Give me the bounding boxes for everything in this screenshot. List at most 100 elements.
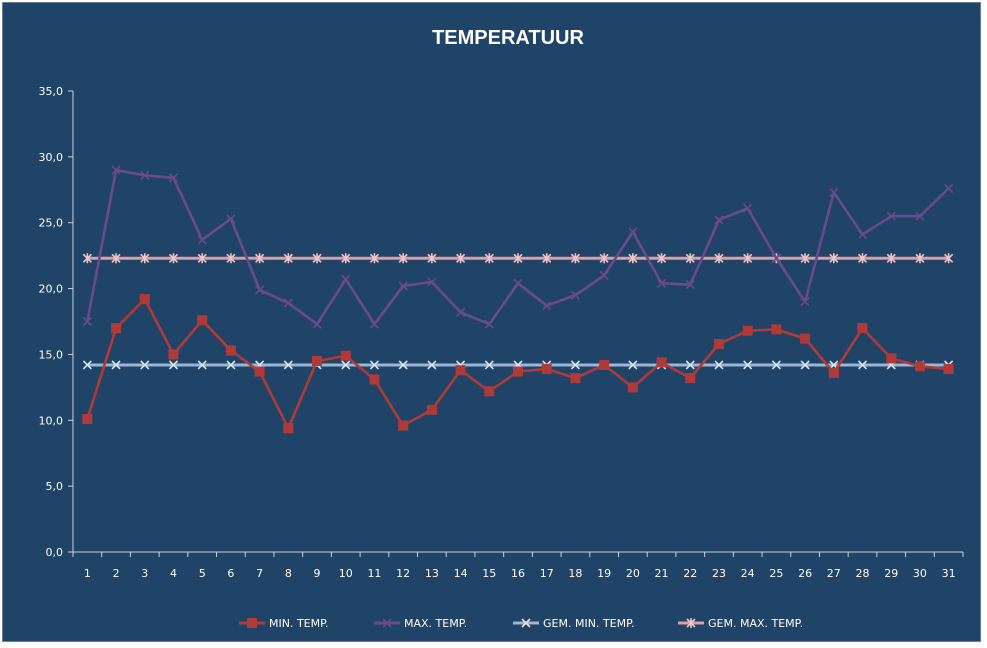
data-point <box>915 253 925 264</box>
data-point <box>140 360 150 370</box>
data-point <box>427 253 437 264</box>
series-gem-max-temp <box>82 253 954 264</box>
data-point <box>197 360 207 370</box>
x-tick-label: 26 <box>798 567 812 580</box>
legend-item: GEM. MAX. TEMP. <box>678 617 803 630</box>
x-tick-label: 22 <box>683 567 697 580</box>
x-tick-label: 28 <box>856 567 870 580</box>
data-point <box>656 253 667 264</box>
data-point <box>369 374 380 385</box>
x-tick-label: 16 <box>511 567 525 580</box>
data-point <box>340 350 351 361</box>
x-tick-label: 3 <box>141 567 148 580</box>
legend-label: GEM. MAX. TEMP. <box>708 617 803 630</box>
data-point <box>943 363 954 374</box>
data-point <box>570 373 581 384</box>
data-point <box>312 253 322 264</box>
data-point <box>886 211 896 221</box>
data-point <box>857 323 868 334</box>
data-point <box>628 227 638 237</box>
x-tick-label: 8 <box>285 567 292 580</box>
data-point <box>570 253 580 264</box>
data-point <box>484 386 495 397</box>
x-tick-label: 23 <box>712 567 726 580</box>
data-point <box>542 301 552 311</box>
x-tick-label: 5 <box>199 567 206 580</box>
legend: MIN. TEMP. MAX. TEMP. GEM. MIN. TEMP. GEM. … <box>239 617 803 630</box>
data-point <box>828 367 839 378</box>
data-point <box>111 360 121 370</box>
data-point <box>312 356 323 367</box>
data-point <box>829 187 839 197</box>
data-point <box>168 349 179 360</box>
data-point <box>341 360 351 370</box>
data-point <box>283 298 293 308</box>
data-point <box>685 280 695 290</box>
data-point <box>426 404 437 415</box>
data-point <box>82 413 93 424</box>
data-point <box>283 253 293 264</box>
data-point <box>513 278 523 288</box>
data-point <box>312 319 322 329</box>
x-tick-label: 4 <box>170 567 177 580</box>
data-point <box>456 253 466 264</box>
data-point <box>771 324 782 335</box>
data-point <box>168 173 179 183</box>
x-tick-label: 11 <box>367 567 381 580</box>
data-point <box>197 315 208 326</box>
x-tick-label: 25 <box>769 567 783 580</box>
data-point <box>800 333 811 344</box>
x-tick-label: 12 <box>396 567 410 580</box>
series-min-temp <box>82 294 954 434</box>
legend-marker <box>247 618 257 628</box>
x-tick-labels: 1 2 3 4 5 6 7 8 9 10 11 12 13 14 15 16 17 18 19 20 21 22 23 24 2… <box>72 552 964 580</box>
data-point <box>628 253 638 264</box>
x-tick-label: 1 <box>84 567 91 580</box>
x-tick-label: 18 <box>568 567 582 580</box>
data-point <box>886 253 896 264</box>
data-point <box>513 253 523 264</box>
data-point <box>398 281 408 291</box>
data-point <box>914 361 925 372</box>
data-point <box>82 316 92 327</box>
data-point <box>857 360 868 370</box>
x-tick-label: 19 <box>597 567 611 580</box>
data-point <box>714 360 724 370</box>
data-point <box>886 353 897 364</box>
x-tick-label: 20 <box>626 567 640 580</box>
series-max-temp <box>82 165 954 329</box>
data-point <box>743 360 753 370</box>
x-tick-label: 2 <box>113 567 120 580</box>
legend-item: GEM. MIN. TEMP. <box>513 617 635 630</box>
data-point <box>743 203 753 213</box>
data-point <box>226 253 236 264</box>
data-point <box>369 253 380 264</box>
data-point <box>944 253 954 264</box>
data-point <box>140 170 150 180</box>
y-tick-label: 5,0 <box>46 480 64 493</box>
data-point <box>800 360 810 370</box>
y-tick-label: 20,0 <box>39 283 64 296</box>
y-tick-label: 35,0 <box>39 85 64 98</box>
legend-label: MAX. TEMP. <box>404 617 467 630</box>
data-point <box>455 365 466 376</box>
x-tick-label: 7 <box>256 567 263 580</box>
data-point <box>944 183 954 194</box>
y-tick-label: 25,0 <box>39 217 64 230</box>
chart-area: TEMPERATUUR 0,0 5,0 10,0 15,0 20,0 25,0 30,0 35… <box>2 2 981 642</box>
x-tick-label: 29 <box>884 567 898 580</box>
legend-marker <box>686 618 696 628</box>
data-point <box>743 253 753 264</box>
data-point <box>771 360 781 370</box>
data-point <box>226 360 236 370</box>
data-point <box>742 325 753 336</box>
data-point <box>656 357 667 368</box>
legend-label: MIN. TEMP. <box>269 617 329 630</box>
data-point <box>369 319 380 329</box>
data-point <box>341 274 351 284</box>
y-tick-labels: 0,0 5,0 10,0 15,0 20,0 25,0 30,0 35,0 <box>39 85 73 559</box>
series-layer <box>82 165 954 434</box>
x-tick-label: 17 <box>540 567 554 580</box>
data-point <box>139 294 150 305</box>
x-tick-label: 31 <box>942 567 956 580</box>
